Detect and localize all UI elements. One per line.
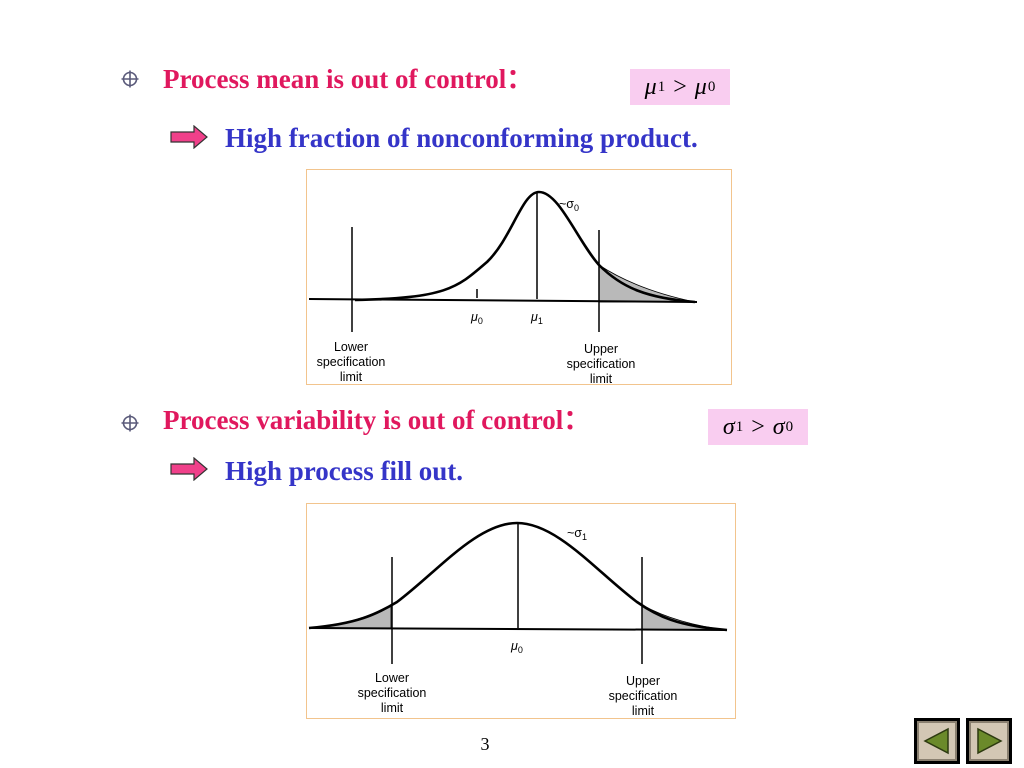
crosshair-bullet-icon	[121, 70, 139, 88]
section1-heading: Process mean is out of control：	[163, 64, 534, 94]
svg-text:Lower: Lower	[334, 340, 368, 354]
upper-tail-shade	[641, 604, 728, 631]
svg-text:limit: limit	[340, 370, 363, 384]
mean-shift-figure: ~σ0 μ0 μ1 Lower specification limit Uppe…	[306, 169, 732, 385]
svg-text:specification: specification	[609, 689, 678, 703]
page-number: 3	[480, 734, 490, 754]
svg-text:~σ1: ~σ1	[567, 526, 587, 542]
section2-subtext: High process fill out.	[225, 456, 464, 486]
svg-text:Upper: Upper	[584, 342, 618, 356]
svg-text:Upper: Upper	[626, 674, 660, 688]
lower-tail-shade	[308, 604, 392, 629]
section1-subtext: High fraction of nonconforming product.	[225, 123, 698, 153]
section2-heading: Process variability is out of control：	[163, 405, 591, 435]
svg-text:limit: limit	[632, 704, 655, 718]
svg-text:specification: specification	[567, 357, 636, 371]
triangle-right-icon	[977, 727, 1003, 755]
upper-tail-shade	[598, 264, 696, 303]
normal-curve	[308, 521, 728, 632]
normal-curve	[354, 190, 696, 304]
svg-text:specification: specification	[317, 355, 386, 369]
variability-formula: σ 1 > σ 0	[708, 409, 808, 445]
svg-text:μ0: μ0	[510, 639, 523, 655]
svg-text:specification: specification	[358, 686, 427, 700]
svg-text:Lower: Lower	[375, 671, 409, 685]
right-arrow-icon	[170, 125, 208, 149]
svg-text:~σ0: ~σ0	[559, 197, 579, 213]
baseline	[308, 627, 728, 631]
svg-text:limit: limit	[590, 372, 613, 384]
svg-text:limit: limit	[381, 701, 404, 715]
next-slide-button[interactable]	[966, 718, 1012, 764]
previous-slide-button[interactable]	[914, 718, 960, 764]
triangle-left-icon	[923, 727, 949, 755]
mean-shift-formula: μ 1 > μ 0	[630, 69, 730, 105]
svg-text:μ1: μ1	[530, 310, 543, 326]
variability-figure: ~σ1 μ0 Lower specification limit Upper s…	[306, 503, 736, 719]
right-arrow-icon	[170, 457, 208, 481]
svg-text:μ0: μ0	[470, 310, 483, 326]
crosshair-bullet-icon	[121, 414, 139, 432]
